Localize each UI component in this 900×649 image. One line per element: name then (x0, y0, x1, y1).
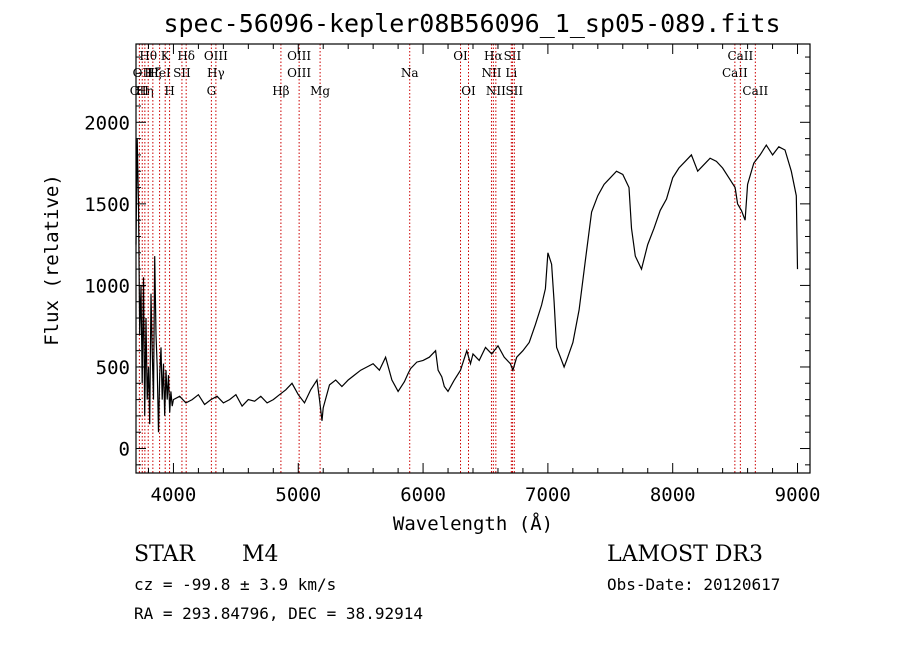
line-marker-label: Hγ (207, 66, 225, 80)
x-tick-label: 5000 (275, 484, 321, 506)
line-marker-label: CaII (727, 49, 753, 63)
line-marker-label: HeI (148, 66, 171, 80)
line-marker-label: K (161, 49, 171, 63)
line-marker-label: OI (453, 49, 468, 63)
survey-name: LAMOST DR3 (607, 542, 763, 567)
line-marker-label: SII (504, 49, 522, 63)
line-marker-label: Mg (310, 84, 330, 98)
redshift-text: cz = -99.8 ± 3.9 km/s (134, 575, 336, 594)
line-marker-label: Hη (136, 84, 154, 98)
line-marker-label: CaII (742, 84, 768, 98)
x-tick-label: 8000 (650, 484, 696, 506)
line-marker-label: Hθ (139, 49, 157, 63)
object-subclass: M4 (242, 542, 279, 567)
plot-frame (135, 43, 811, 474)
line-marker-label: Hδ (177, 49, 195, 63)
line-marker-label: SII (505, 84, 523, 98)
coordinates-text: RA = 293.84796, DEC = 38.92914 (134, 604, 423, 623)
y-tick-label: 1000 (84, 275, 130, 297)
x-tick-label: 9000 (775, 484, 821, 506)
line-marker-label: OIII (204, 49, 228, 63)
tick-layer: 4000 5000 6000 7000 8000 9000 0 500 1000 1500 2000 (84, 44, 820, 506)
line-marker-layer: OIIOIIHηHθHζHeIKHSIIHδGOIIIHγHβOIIIOIIIM… (130, 44, 768, 473)
line-marker-label: Na (401, 66, 419, 80)
x-tick-label: 4000 (151, 484, 197, 506)
line-marker-label: OIII (287, 49, 311, 63)
line-marker-label: Li (505, 66, 517, 80)
line-marker-label: OIII (287, 66, 311, 80)
y-tick-label: 500 (96, 357, 130, 379)
line-marker-label: SII (173, 66, 191, 80)
line-marker-label: Hβ (272, 84, 289, 98)
line-marker-label: CaII (722, 66, 748, 80)
y-tick-label: 2000 (84, 112, 130, 134)
object-class: STAR (134, 542, 196, 567)
y-tick-label: 1500 (84, 194, 130, 216)
x-tick-label: 6000 (400, 484, 446, 506)
line-marker-label: H (164, 84, 174, 98)
line-marker-label: OI (461, 84, 476, 98)
y-axis-label: Flux (relative) (41, 174, 63, 346)
obs-date: Obs-Date: 20120617 (607, 575, 780, 594)
y-tick-label: 0 (119, 439, 130, 461)
line-marker-label: NII (481, 66, 501, 80)
line-marker-label: OII (133, 66, 153, 80)
chart-title: spec-56096-kepler08B56096_1_sp05-089.fit… (163, 9, 780, 38)
x-axis-label: Wavelength (Å) (393, 512, 553, 535)
line-marker-label: NII (486, 84, 506, 98)
line-marker-label: G (207, 84, 217, 98)
x-tick-label: 7000 (525, 484, 571, 506)
line-marker-label: Hζ (144, 66, 161, 80)
line-marker-label: Hα (484, 49, 503, 63)
spectrum-line (135, 138, 799, 433)
